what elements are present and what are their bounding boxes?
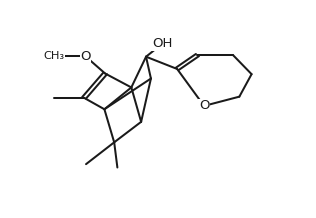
Text: OH: OH bbox=[152, 37, 172, 50]
Text: CH₃: CH₃ bbox=[43, 51, 64, 61]
Text: O: O bbox=[199, 99, 209, 112]
Text: O: O bbox=[80, 50, 91, 63]
